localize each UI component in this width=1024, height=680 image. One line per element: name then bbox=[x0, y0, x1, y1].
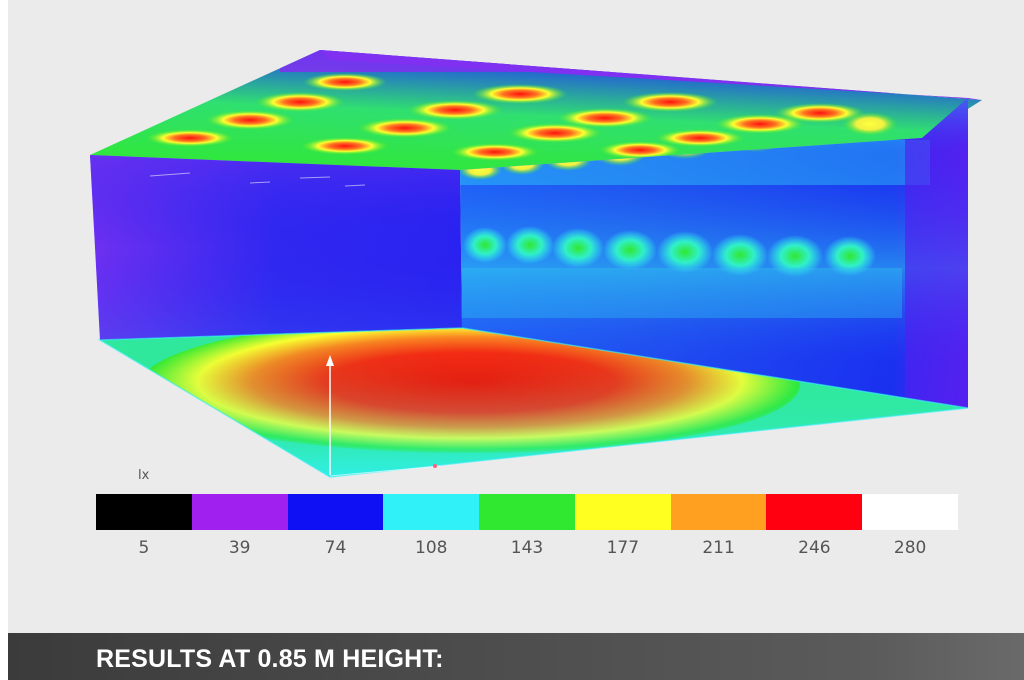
height-axis-arrow-icon bbox=[326, 355, 334, 366]
legend-tick-label: 211 bbox=[702, 538, 735, 558]
legend-swatch bbox=[766, 494, 863, 530]
legend-swatch bbox=[383, 494, 480, 530]
legend-tick-label: 74 bbox=[324, 538, 347, 558]
illuminance-color-scale bbox=[96, 494, 959, 530]
legend-tick-label: 280 bbox=[893, 538, 927, 558]
legend-swatch bbox=[96, 494, 192, 530]
legend-swatch bbox=[574, 494, 671, 530]
legend-tick-label: 143 bbox=[510, 538, 544, 558]
legend-tick-label: 108 bbox=[415, 538, 448, 558]
legend-tick-label: 177 bbox=[606, 538, 640, 558]
legend-swatch bbox=[479, 494, 575, 530]
legend-tick-label: 39 bbox=[228, 538, 251, 558]
results-header-bar: RESULTS AT 0.85 M HEIGHT: bbox=[8, 633, 1024, 680]
legend-tick-label: 5 bbox=[138, 538, 150, 558]
legend-swatch bbox=[191, 494, 288, 530]
legend-swatch bbox=[670, 494, 767, 530]
legend-tick-label: 246 bbox=[798, 538, 831, 558]
legend-swatch bbox=[862, 494, 959, 530]
legend-swatch bbox=[287, 494, 384, 530]
results-heading: RESULTS AT 0.85 M HEIGHT: bbox=[96, 645, 444, 673]
illuminance-room-render bbox=[90, 50, 982, 478]
legend-unit-label: lx bbox=[138, 468, 150, 483]
legend-tick-labels: 5 39 74 108 143 177 211 246 280 bbox=[96, 538, 958, 562]
